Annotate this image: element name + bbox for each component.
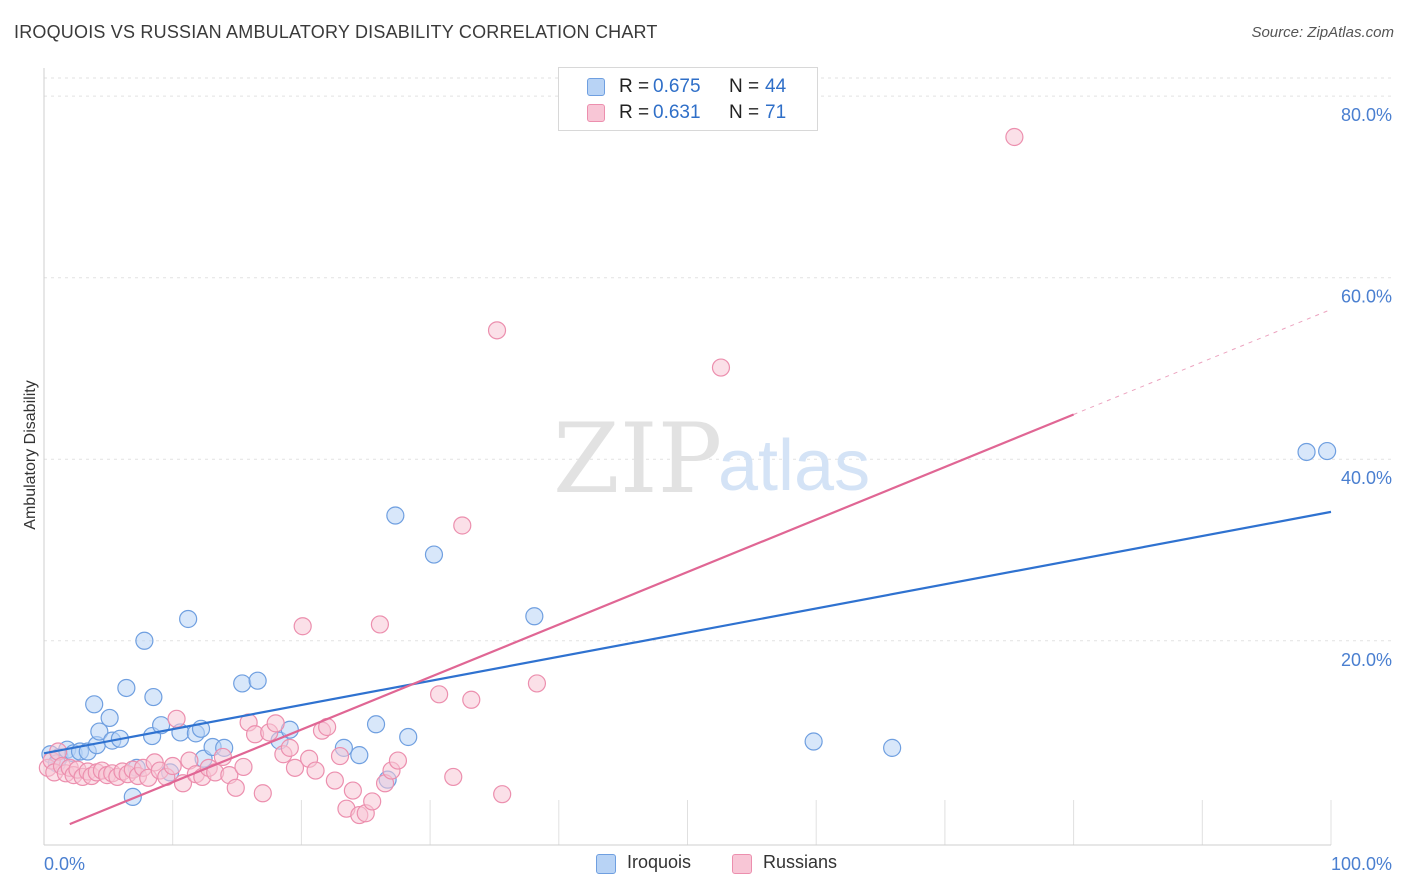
iroquois-point [85, 695, 104, 714]
russians-point [167, 709, 186, 728]
russians-point [253, 784, 272, 803]
x-tick-label: 0.0% [44, 854, 85, 874]
russians-point [234, 757, 253, 777]
russians-point [343, 781, 362, 800]
legend-n-value: 71 [765, 102, 787, 123]
watermark-zip: ZIP [553, 403, 722, 515]
tick-labels: 20.0% 40.0% 60.0% 80.0% 0.0% 100.0% [44, 105, 1392, 874]
iroquois-point [525, 607, 544, 626]
legend-r-label: R = [619, 102, 650, 123]
russians-point [213, 747, 232, 767]
series-swatch-iroquois [596, 854, 616, 874]
y-axis-label: Ambulatory Disability [22, 380, 39, 529]
legend-r-label: R = [619, 76, 650, 97]
russians-point [280, 738, 299, 757]
iroquois-point [1297, 442, 1316, 462]
russians-point [388, 751, 408, 770]
russians-point [163, 756, 182, 776]
trend-lines [43, 308, 1332, 826]
russians-point [487, 321, 507, 340]
iroquois-point [248, 671, 267, 690]
russians-point [266, 714, 285, 733]
chart-title: IROQUOIS VS RUSSIAN AMBULATORY DISABILIT… [14, 22, 658, 42]
series-swatch-russians [732, 854, 752, 874]
iroquois-point [1318, 441, 1337, 461]
legend-r-value: 0.631 [653, 102, 701, 123]
watermark-atlas: atlas [718, 426, 870, 506]
iroquois-point [90, 722, 109, 741]
axes [43, 68, 1331, 846]
legend-row-russians: R = 0.631 N = 71 [559, 102, 817, 126]
russians-point [444, 767, 463, 787]
series-legend-label: Russians [763, 852, 838, 872]
trend-line-iroquois [43, 510, 1332, 755]
trend-extension-russians [1073, 308, 1332, 415]
russians-point [285, 758, 305, 777]
iroquois-point [883, 738, 902, 757]
iroquois-point [366, 715, 386, 734]
iroquois-point [144, 687, 163, 707]
y-tick-label: 20.0% [1341, 650, 1392, 670]
iroquois-point [399, 727, 418, 747]
iroquois-point [350, 746, 369, 765]
russians-point [453, 516, 472, 535]
russians-point [1005, 127, 1024, 147]
iroquois-point [386, 506, 405, 525]
legend-swatch-iroquois [587, 78, 605, 96]
series-legend: Iroquois Russians [0, 852, 1406, 878]
legend-r-value: 0.675 [653, 76, 701, 97]
russians-point [370, 615, 390, 634]
correlation-legend: R = 0.675 N = 44 R = 0.631 N = 71 [558, 67, 818, 131]
x-tick-label: 100.0% [1331, 854, 1392, 874]
legend-row-iroquois: R = 0.675 N = 44 [559, 76, 817, 100]
y-tick-label: 40.0% [1341, 468, 1392, 488]
legend-n-label: N = [729, 76, 760, 97]
series-legend-label: Iroquois [627, 852, 692, 872]
russians-point [711, 358, 731, 377]
legend-swatch-russians [587, 104, 605, 122]
russians-point [430, 685, 449, 704]
y-tick-label: 60.0% [1341, 287, 1392, 307]
iroquois-point [135, 631, 154, 650]
iroquois-point [233, 674, 252, 693]
y-tick-label: 80.0% [1341, 105, 1392, 125]
iroquois-point [100, 708, 119, 728]
iroquois-point [117, 678, 136, 698]
legend-n-label: N = [729, 102, 760, 123]
russians-point [493, 785, 512, 804]
russians-point [226, 778, 245, 797]
russians-point [325, 771, 344, 790]
russians-point [527, 674, 547, 693]
russians-point [306, 761, 325, 780]
trend-line-russians [69, 413, 1075, 826]
source-label: Source: ZipAtlas.com [1251, 24, 1394, 41]
iroquois-point [152, 716, 171, 735]
russians-point [462, 690, 481, 709]
russians-point [330, 746, 350, 766]
legend-n-value: 44 [765, 76, 787, 97]
iroquois-point [424, 545, 444, 564]
russians-point [363, 792, 382, 811]
russians-point [293, 617, 312, 636]
iroquois-point [179, 609, 198, 629]
iroquois-point [804, 732, 823, 751]
